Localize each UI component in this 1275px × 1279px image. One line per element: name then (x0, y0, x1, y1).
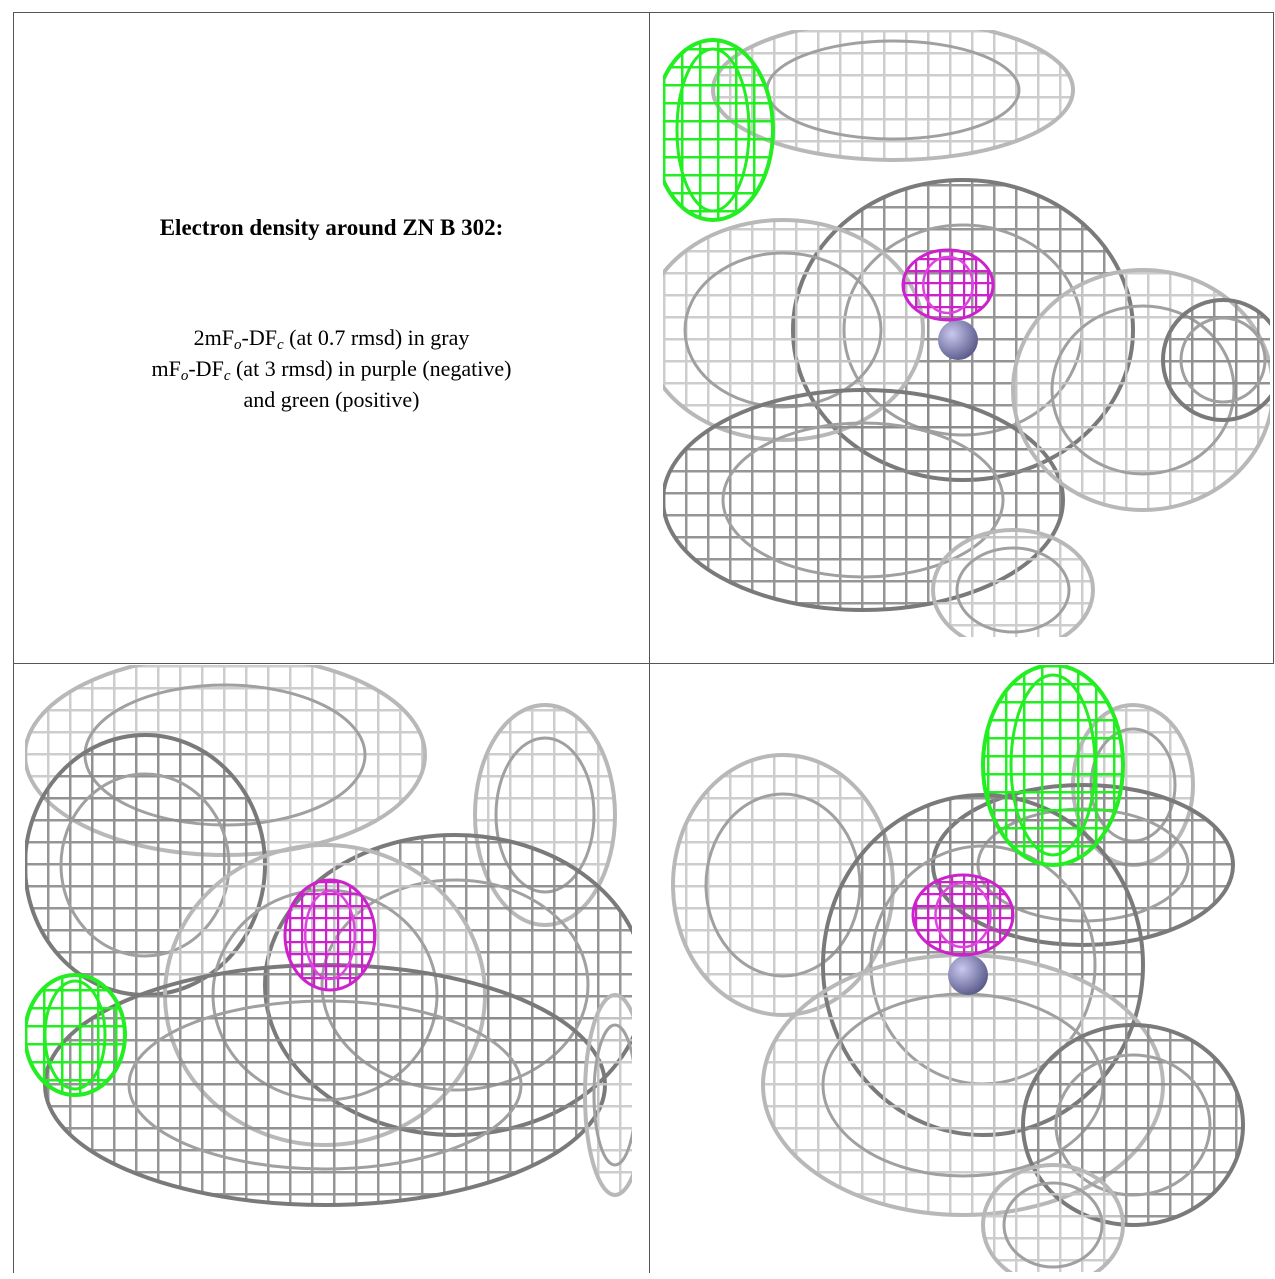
negative-density (901, 248, 995, 322)
figure-title: Electron density around ZN B 302: (159, 215, 504, 240)
gray-density (981, 1163, 1125, 1272)
negative-density (283, 878, 377, 992)
caption-text: o (180, 368, 189, 384)
caption-line: mFo-DFc (at 3 rmsd) in purple (negative) (14, 353, 649, 384)
positive-contour (1009, 673, 1097, 857)
border (1273, 12, 1274, 663)
zinc-atom (948, 955, 988, 995)
negative-contour (304, 889, 356, 981)
gray-contour (592, 1023, 632, 1167)
positive-density (25, 973, 127, 1097)
negative-density (911, 873, 1015, 957)
caption-line: 2mFo-DFc (at 0.7 rmsd) in gray (14, 322, 649, 353)
caption-text: 2mF (193, 325, 234, 350)
gray-density (1161, 298, 1270, 422)
gray-contour (1179, 316, 1267, 404)
positive-contour (675, 47, 751, 213)
border (13, 663, 1274, 664)
gray-contour (127, 999, 523, 1171)
zinc-atom (938, 320, 978, 360)
gray-contour (1002, 1181, 1104, 1269)
border (13, 12, 1274, 13)
positive-density (663, 38, 775, 222)
gray-contour (721, 421, 1005, 579)
border (13, 12, 14, 1273)
caption-text: -DF (241, 325, 277, 350)
gray-contour (59, 772, 231, 958)
density-view (671, 665, 1245, 1272)
gray-contour (1054, 1053, 1212, 1197)
caption-text: (at 3 rmsd) in purple (negative) (230, 356, 512, 381)
gray-contour (955, 546, 1071, 634)
negative-contour (922, 255, 974, 315)
caption-text: c (223, 368, 231, 384)
positive-density (981, 665, 1125, 867)
caption-text: c (276, 337, 284, 353)
gray-density (931, 528, 1095, 637)
caption-text: mF (151, 356, 181, 381)
caption: 2mFo-DFc (at 0.7 rmsd) in gray mFo-DFc (a… (14, 322, 649, 415)
caption-text: -DF (188, 356, 224, 381)
negative-contour (934, 881, 992, 949)
positive-contour (43, 979, 107, 1091)
density-view (663, 30, 1270, 637)
caption-text: (at 0.7 rmsd) in gray (283, 325, 470, 350)
caption-text: o (234, 337, 242, 353)
caption-line: and green (positive) (14, 384, 649, 415)
border (649, 12, 650, 1273)
caption-text: and green (positive) (243, 387, 420, 412)
gray-density (583, 993, 632, 1197)
density-view (25, 665, 632, 1207)
